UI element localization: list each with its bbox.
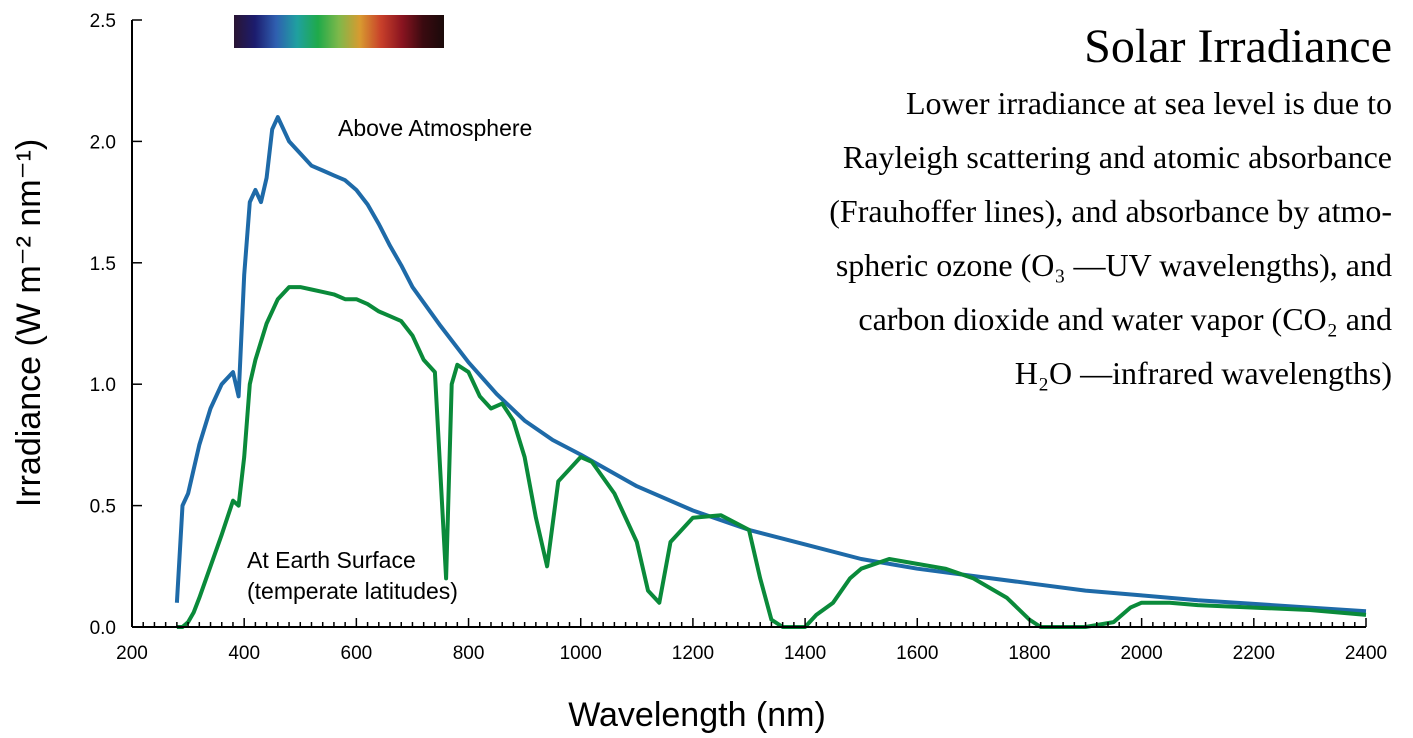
series-line-earth-surface — [176, 285, 1367, 629]
x-axis-title: Wavelength (nm) — [568, 696, 826, 734]
x-tick-label: 1400 — [784, 643, 826, 664]
visible-spectrum-bar — [234, 15, 444, 48]
x-tick-label: 1600 — [896, 643, 938, 664]
x-tick-label: 1800 — [1008, 643, 1050, 664]
y-ticks: 0.0 0.5 1.0 1.5 2.0 2.5 — [90, 11, 142, 639]
annotation-line: carbon dioxide and water vapor (CO₂ and — [858, 301, 1392, 337]
series-layer — [174, 115, 1367, 629]
axes: 200 400 600 800 1000 1200 1400 1600 1800 2000 2200… — [90, 11, 1388, 664]
annotation-text: Lower irradiance at sea level is due to R… — [829, 85, 1392, 391]
y-axis-title: Irradiance (W m⁻² nm⁻¹) — [10, 139, 48, 507]
x-tick-label: 1200 — [672, 643, 714, 664]
x-tick-label: 400 — [228, 643, 260, 664]
series-label-earth-surface: At Earth Surface (temperate latitudes) — [247, 547, 458, 604]
x-tick-label: 2000 — [1120, 643, 1162, 664]
x-ticks: 200 400 600 800 1000 1200 1400 1600 1800 2000 2200… — [116, 618, 1387, 664]
x-tick-label: 800 — [453, 643, 485, 664]
y-tick-label: 2.5 — [90, 11, 116, 32]
x-tick-label: 200 — [116, 643, 148, 664]
x-tick-label: 1000 — [560, 643, 602, 664]
y-tick-label: 1.5 — [90, 254, 116, 275]
annotation-line: (Frauhoffer lines), and absorbance by at… — [829, 193, 1392, 229]
x-tick-label: 600 — [341, 643, 373, 664]
series-line-above-atmosphere — [174, 115, 1367, 614]
annotation-line: H₂O —infrared wavelengths) — [1015, 355, 1392, 391]
y-tick-label: 0.0 — [90, 618, 116, 639]
x-tick-label: 2200 — [1233, 643, 1275, 664]
y-tick-label: 2.0 — [90, 132, 116, 153]
series-label-above-atmosphere: Above Atmosphere — [338, 115, 532, 141]
annotation-line: Rayleigh scattering and atomic absorbanc… — [843, 139, 1392, 175]
y-tick-label: 1.0 — [90, 375, 116, 396]
x-tick-label: 2400 — [1345, 643, 1387, 664]
y-tick-label: 0.5 — [90, 497, 116, 518]
chart-title: Solar Irradiance — [1084, 20, 1392, 73]
annotation-line: Lower irradiance at sea level is due to — [906, 85, 1392, 121]
annotation-line: spheric ozone (O₃ —UV wavelengths), and — [836, 247, 1392, 283]
